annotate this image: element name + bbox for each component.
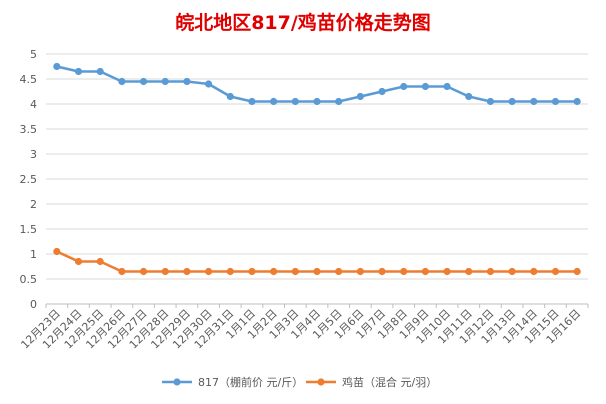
data-point xyxy=(226,267,234,276)
data-point xyxy=(74,257,83,266)
data-point xyxy=(291,97,299,106)
y-tick-label: 4.5 xyxy=(20,73,38,86)
data-point xyxy=(508,267,516,276)
series-line-0 xyxy=(56,65,578,103)
legend-label: 鸡苗（混合 元/羽） xyxy=(342,375,437,389)
legend-label: 817（棚前价 元/斤） xyxy=(198,375,303,389)
data-point xyxy=(161,77,169,86)
data-point xyxy=(183,77,191,86)
data-point xyxy=(270,267,278,276)
data-point xyxy=(443,82,451,91)
data-point xyxy=(486,97,495,106)
data-point xyxy=(313,267,321,276)
data-point xyxy=(378,267,386,276)
legend-marker xyxy=(317,378,325,386)
chart-title: 皖北地区817/鸡苗价格走势图 xyxy=(175,12,431,34)
y-tick-label: 1.5 xyxy=(20,223,38,236)
data-point xyxy=(53,62,61,71)
y-tick-label: 0.5 xyxy=(20,273,38,286)
data-point xyxy=(465,92,473,101)
data-point xyxy=(183,267,191,276)
data-point xyxy=(139,267,148,276)
data-point xyxy=(530,267,538,276)
data-point xyxy=(573,97,581,106)
data-point xyxy=(551,97,560,106)
y-tick-label: 2 xyxy=(30,198,37,211)
data-point xyxy=(335,267,343,276)
data-point xyxy=(139,77,148,86)
y-tick-label: 1 xyxy=(30,248,37,261)
data-point xyxy=(248,97,256,106)
data-point xyxy=(508,97,516,106)
data-point xyxy=(551,267,560,276)
data-point xyxy=(400,267,408,276)
data-point xyxy=(74,67,83,76)
data-point xyxy=(205,80,213,88)
legend-marker xyxy=(173,378,181,386)
data-point xyxy=(291,267,299,276)
data-point xyxy=(118,77,126,86)
y-tick-label: 3.5 xyxy=(20,123,38,136)
y-tick-label: 5 xyxy=(30,48,37,61)
data-point xyxy=(226,92,234,101)
data-point xyxy=(96,67,104,76)
data-point xyxy=(335,97,343,106)
data-point xyxy=(118,267,126,276)
data-point xyxy=(465,267,473,276)
data-point xyxy=(573,267,581,276)
data-point xyxy=(270,97,278,106)
data-point xyxy=(205,267,213,276)
data-point xyxy=(400,82,408,91)
data-point xyxy=(248,267,256,276)
data-point xyxy=(486,267,495,276)
data-point xyxy=(313,97,321,106)
data-point xyxy=(421,82,429,91)
data-point xyxy=(356,267,364,276)
y-tick-label: 3 xyxy=(30,148,37,161)
data-point xyxy=(53,247,61,256)
data-point xyxy=(96,257,104,266)
y-tick-label: 4 xyxy=(30,98,37,111)
y-tick-label: 2.5 xyxy=(20,173,38,186)
data-point xyxy=(530,97,538,106)
data-point xyxy=(443,267,451,276)
y-tick-label: 0 xyxy=(30,298,37,311)
data-point xyxy=(356,92,364,101)
data-point xyxy=(421,267,429,276)
data-point xyxy=(378,87,386,96)
data-point xyxy=(161,267,169,276)
